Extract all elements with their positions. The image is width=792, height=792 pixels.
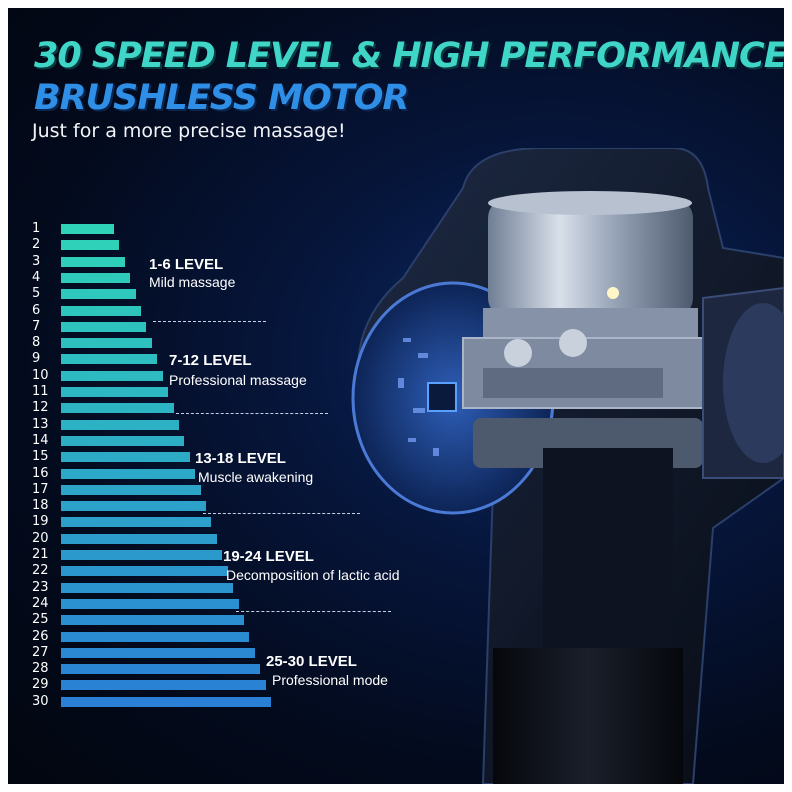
group-5-title: 25-30 LEVEL: [266, 653, 357, 670]
level-number: 21: [32, 547, 49, 562]
level-number: 15: [32, 449, 49, 465]
level-bar: [61, 550, 223, 560]
headline-line-1: 30 SPEED LEVEL & HIGH PERFORMANCE: [34, 36, 784, 76]
level-bar: [61, 582, 234, 593]
group-3-desc: Muscle awakening: [198, 469, 314, 485]
subtitle: Just for a more precise massage!: [32, 120, 346, 142]
level-bar: [61, 289, 136, 300]
group-4-title: 19-24 LEVEL: [223, 548, 314, 565]
group-5-desc: Professional mode: [272, 672, 388, 688]
level-bar: [61, 305, 142, 316]
level-number: 9: [32, 351, 41, 367]
level-bar: [61, 647, 255, 658]
level-number: 23: [32, 579, 49, 595]
level-number: 29: [32, 677, 49, 693]
level-bar: [61, 533, 217, 544]
level-bar: [61, 664, 261, 675]
level-number: 17: [32, 481, 49, 497]
level-bar: [61, 517, 212, 528]
headline-line-2: BRUSHLESS MOTOR: [34, 78, 409, 118]
level-number: 27: [32, 644, 49, 660]
level-number: 6: [32, 302, 41, 318]
level-number: 12: [32, 400, 49, 416]
level-bar: [61, 501, 207, 512]
level-bar: [61, 403, 174, 414]
level-number: 7: [32, 318, 41, 334]
level-number: 1: [32, 221, 41, 236]
level-number: 11: [32, 384, 49, 399]
level-bar: [61, 387, 169, 397]
divider-3: [203, 513, 360, 514]
group-3-title: 13-18 LEVEL: [195, 450, 286, 467]
level-number: 25: [32, 612, 49, 628]
level-bar: [61, 256, 125, 267]
level-bar: [61, 452, 190, 463]
divider-4: [236, 611, 391, 612]
group-1-title: 1-6 LEVEL: [149, 256, 224, 273]
level-number: 8: [32, 335, 41, 351]
massage-gun-illustration: [351, 148, 784, 784]
level-number: 28: [32, 661, 49, 677]
level-bar: [61, 680, 266, 691]
level-bar: [61, 435, 185, 446]
level-number: 19: [32, 514, 49, 530]
level-bar: [61, 321, 147, 332]
group-2-desc: Professional massage: [169, 372, 307, 388]
level-number: 3: [32, 253, 41, 269]
level-bar: [61, 370, 163, 381]
level-bar: [61, 598, 239, 609]
level-bar: [61, 468, 196, 479]
level-bar: [61, 240, 120, 251]
level-bar: [61, 338, 152, 349]
divider-2: [176, 413, 328, 414]
group-2-title: 7-12 LEVEL: [169, 352, 252, 369]
level-number: 24: [32, 595, 49, 611]
level-number: 13: [32, 416, 49, 432]
level-number: 30: [32, 693, 49, 709]
level-number: 22: [32, 563, 49, 579]
level-number: 16: [32, 465, 49, 481]
level-bar: [61, 566, 228, 577]
level-number: 5: [32, 286, 41, 302]
level-bar: [61, 696, 271, 707]
level-number: 2: [32, 237, 41, 253]
level-number: 18: [32, 498, 49, 514]
level-number: 20: [32, 530, 49, 546]
group-4-desc: Decomposition of lactic acid: [226, 567, 400, 583]
level-number: 10: [32, 367, 49, 383]
level-number: 26: [32, 628, 49, 644]
product-banner: 30 SPEED LEVEL & HIGH PERFORMANCE BRUSHL…: [8, 8, 784, 784]
level-number: 14: [32, 432, 49, 448]
level-bar: [61, 419, 179, 430]
level-bar: [61, 631, 250, 642]
level-bar: [61, 615, 244, 626]
level-bar: [61, 224, 114, 234]
level-bar: [61, 484, 201, 495]
level-number: 4: [32, 269, 41, 285]
level-bar: [61, 272, 131, 283]
level-bar: [61, 354, 158, 365]
divider-1: [153, 321, 266, 322]
group-1-desc: Mild massage: [149, 274, 236, 290]
